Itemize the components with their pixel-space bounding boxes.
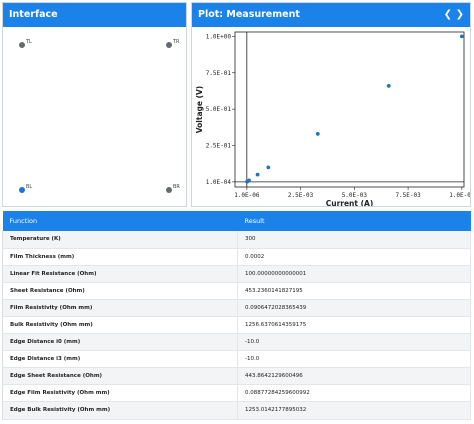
y-tick-label: 1.0E-04: [206, 179, 232, 186]
function-cell: Edge Sheet Resistance (Ohm): [2, 367, 238, 386]
function-cell: Edge Distance i0 (mm): [2, 333, 238, 352]
result-cell: -10.0: [237, 333, 471, 352]
contact-tl[interactable]: [19, 42, 25, 48]
table-row: Edge Sheet Resistance (Ohm) 443.864212960…: [2, 367, 471, 386]
function-cell: Linear Fit Resistance (Ohm): [2, 265, 238, 283]
data-point: [459, 34, 464, 39]
contact-tr-label: TR: [173, 39, 180, 45]
result-column-header: Result: [237, 211, 471, 231]
data-point: [247, 178, 251, 183]
function-cell: Edge Bulk Resistivity (Ohm mm): [2, 401, 238, 420]
x-tick-label: 2.5E-03: [288, 192, 314, 199]
function-cell: Edge Film Resistivity (Ohm mm): [2, 384, 238, 403]
data-point: [255, 172, 260, 177]
result-cell: 100.00000000000001: [237, 265, 471, 283]
table-row: Edge Distance i3 (mm) -10.0: [2, 350, 471, 369]
chevron-right-icon[interactable]: ❯: [455, 9, 464, 20]
y-tick-label: 2.5E-01: [206, 143, 232, 150]
function-cell: Edge Distance i3 (mm): [2, 350, 238, 369]
table-row: Linear Fit Resistance (Ohm) 100.000000000…: [2, 265, 471, 283]
table-row: Bulk Resistivity (Ohm mm) 1256.6370614359…: [2, 316, 471, 335]
function-cell: Film Thickness (mm): [2, 248, 238, 266]
data-point: [266, 165, 271, 170]
contact-br-label: BR: [173, 184, 180, 190]
contact-tl-label: TL: [26, 39, 32, 45]
x-tick-label: 5.0E-03: [342, 192, 368, 199]
table-row: Film Resistivity (Ohm mm) 0.0906472028365…: [2, 299, 471, 317]
x-axis-title: Current (A): [326, 199, 374, 206]
function-cell: Film Resistivity (Ohm mm): [2, 299, 238, 317]
interface-title: Interface: [9, 9, 58, 20]
result-cell: 453.2360141827195: [237, 282, 471, 300]
result-cell: 0.0002: [237, 248, 471, 266]
function-cell: Temperature (K): [2, 231, 238, 249]
table-row: Sheet Resistance (Ohm) 453.2360141827195: [2, 282, 471, 300]
function-column-header: Function: [2, 211, 238, 231]
table-header-row: Function Result: [2, 211, 471, 231]
result-cell: 1253.0142177895032: [237, 401, 471, 420]
plot-header: Plot: Measurement ❮ ❯: [192, 3, 470, 27]
y-axis-title: Voltage (V): [195, 86, 204, 134]
plot-frame: [234, 31, 465, 188]
interface-canvas: TL TR BL BR: [3, 27, 186, 206]
contact-bl-label: BL: [26, 184, 33, 190]
table-row: Edge Distance i0 (mm) -10.0: [2, 333, 471, 352]
function-cell: Bulk Resistivity (Ohm mm): [2, 316, 238, 335]
interface-panel: Interface TL TR BL BR: [2, 2, 187, 207]
data-point: [315, 131, 320, 136]
result-cell: 1256.6370614359175: [237, 316, 471, 335]
result-cell: 0.08877284259600992: [237, 384, 471, 403]
table-row: Film Thickness (mm) 0.0002: [2, 248, 471, 266]
table-body: Temperature (K) 300 Film Thickness (mm) 0.0…: [2, 231, 471, 420]
result-cell: 300: [237, 231, 471, 249]
y-tick-label: 5.0E-01: [206, 106, 232, 113]
x-tick-label: 1.0E-06: [234, 192, 260, 199]
interface-header: Interface: [3, 3, 186, 27]
measurement-chart: 1.0E-06 2.5E-03 5.0E-03 7.5E-03 1.0E-02 1.0E-…: [195, 31, 470, 206]
result-cell: 0.0906472028365439: [237, 299, 471, 317]
results-table: Function Result Temperature (K) 300 Film T…: [2, 211, 471, 420]
function-cell: Sheet Resistance (Ohm): [2, 282, 238, 300]
contact-bl[interactable]: [19, 187, 25, 193]
result-cell: 443.8642129600496: [237, 367, 471, 386]
plot-title: Plot: Measurement: [198, 9, 300, 20]
contact-br[interactable]: [166, 187, 172, 193]
result-cell: -10.0: [237, 350, 471, 369]
table-row: Edge Film Resistivity (Ohm mm) 0.08877284…: [2, 384, 471, 403]
y-tick-label: 7.5E-01: [206, 70, 232, 77]
data-point: [386, 83, 391, 88]
table-row: Edge Bulk Resistivity (Ohm mm) 1253.01421…: [2, 401, 471, 420]
x-tick-label: 7.5E-03: [395, 192, 421, 199]
table-row: Temperature (K) 300: [2, 231, 471, 249]
plot-panel: Plot: Measurement ❮ ❯ 1.0E-06 2.5E-03 5.0E…: [191, 2, 471, 207]
contact-tr[interactable]: [166, 42, 172, 48]
chevron-left-icon[interactable]: ❮: [443, 9, 452, 20]
y-tick-label: 1.0E+00: [206, 33, 232, 40]
x-tick-label: 1.0E-02: [449, 192, 470, 199]
